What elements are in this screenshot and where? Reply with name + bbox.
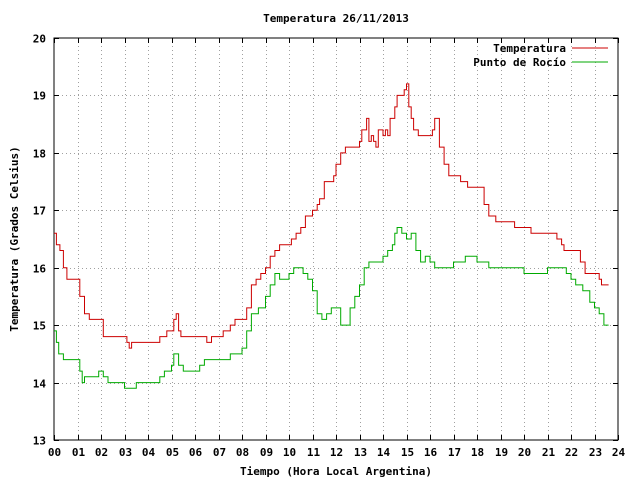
x-tick-label: 11 bbox=[307, 446, 321, 459]
x-tick-label: 18 bbox=[471, 446, 484, 459]
x-tick-label: 10 bbox=[283, 446, 296, 459]
x-tick-label: 12 bbox=[330, 446, 343, 459]
series-line-punto-de-rocio bbox=[54, 227, 609, 389]
x-tick-label: 00 bbox=[48, 446, 61, 459]
x-tick-label: 22 bbox=[565, 446, 578, 459]
y-tick-label: 17 bbox=[33, 205, 46, 218]
x-tick-label: 17 bbox=[448, 446, 461, 459]
x-tick-label: 13 bbox=[354, 446, 367, 459]
legend-label-temperatura: Temperatura bbox=[493, 42, 566, 55]
x-tick-label: 04 bbox=[142, 446, 156, 459]
axis-ticks bbox=[54, 38, 619, 441]
series-lines bbox=[54, 83, 609, 389]
y-tick-label: 19 bbox=[33, 90, 46, 103]
grid-lines bbox=[54, 38, 618, 440]
y-tick-label: 18 bbox=[33, 148, 46, 161]
x-tick-label: 08 bbox=[236, 446, 249, 459]
y-tick-labels: 13 14 15 16 17 18 19 20 bbox=[33, 33, 47, 448]
legend-label-punto-de-rocio: Punto de Rocío bbox=[473, 56, 566, 69]
x-tick-label: 24 bbox=[612, 446, 626, 459]
x-tick-label: 07 bbox=[213, 446, 226, 459]
x-tick-label: 16 bbox=[424, 446, 438, 459]
y-tick-label: 15 bbox=[33, 320, 46, 333]
legend: Temperatura Punto de Rocío bbox=[473, 42, 608, 69]
chart-title: Temperatura 26/11/2013 bbox=[263, 12, 409, 25]
x-tick-label: 03 bbox=[119, 446, 132, 459]
y-tick-label: 16 bbox=[33, 263, 47, 276]
x-tick-label: 19 bbox=[495, 446, 508, 459]
x-tick-label: 02 bbox=[95, 446, 108, 459]
x-tick-label: 01 bbox=[72, 446, 86, 459]
y-tick-label: 13 bbox=[33, 435, 46, 448]
y-tick-label: 20 bbox=[33, 33, 46, 46]
x-tick-label: 15 bbox=[401, 446, 414, 459]
x-tick-label: 14 bbox=[377, 446, 391, 459]
y-axis-label: Temperatura (Grados Celsius) bbox=[8, 146, 21, 331]
x-tick-label: 06 bbox=[189, 446, 203, 459]
series-line-temperatura bbox=[54, 83, 609, 349]
y-tick-label: 14 bbox=[33, 378, 47, 391]
x-tick-label: 05 bbox=[166, 446, 179, 459]
x-tick-label: 21 bbox=[542, 446, 556, 459]
x-axis-label: Tiempo (Hora Local Argentina) bbox=[240, 465, 432, 478]
x-tick-labels: 00 01 02 03 04 05 06 07 08 09 10 11 12 13 14 15 16 17 18 19… bbox=[48, 446, 626, 459]
x-tick-label: 09 bbox=[260, 446, 273, 459]
x-tick-label: 20 bbox=[518, 446, 531, 459]
x-tick-label: 23 bbox=[589, 446, 602, 459]
